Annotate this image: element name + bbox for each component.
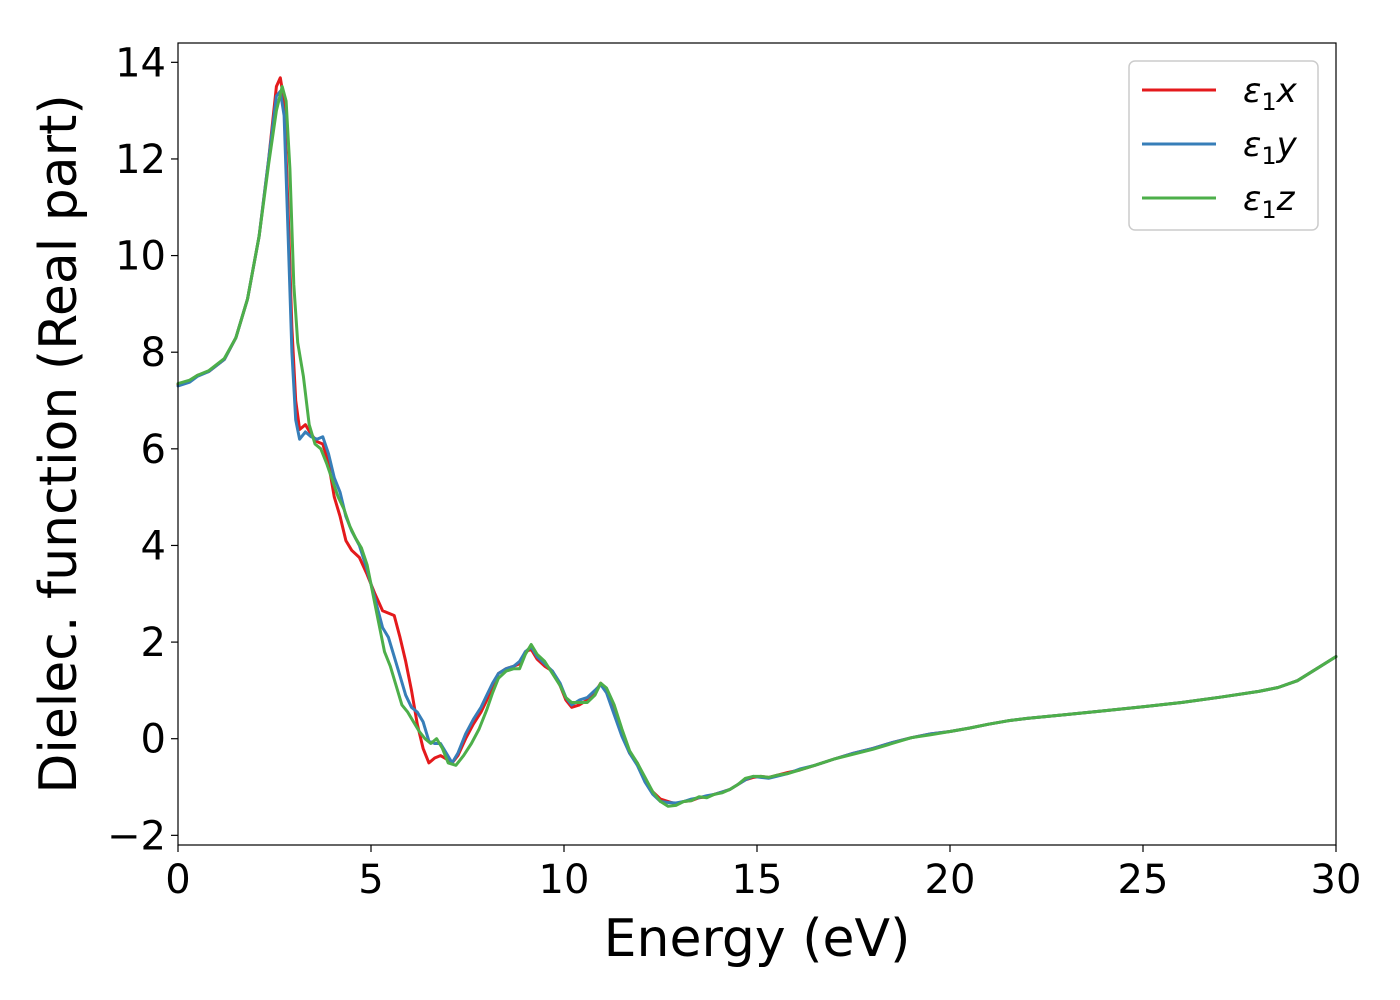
x-axis: 0 5 10 15 20 25 30	[165, 845, 1361, 903]
legend-label-subscript: 1	[1261, 88, 1276, 116]
y-axis-label: Dielec. function (Real part)	[29, 94, 89, 793]
legend-label-subscript: 1	[1261, 196, 1276, 224]
y-tick-label: 8	[141, 330, 166, 376]
series-layer	[176, 76, 1338, 808]
series-line-z	[176, 85, 1338, 808]
x-tick-label: 0	[165, 857, 190, 903]
legend-box	[1128, 60, 1319, 231]
x-tick-label: 25	[1118, 857, 1169, 903]
legend-label-axis: y	[1276, 125, 1298, 165]
y-tick-label: 12	[115, 137, 166, 183]
legend-label-main: ε	[1243, 71, 1261, 111]
y-tick-label: 2	[141, 620, 166, 666]
legend-label-main: ε	[1243, 179, 1261, 219]
legend-label-subscript: 1	[1261, 142, 1276, 170]
y-tick-label: −2	[107, 813, 166, 859]
x-tick-label: 30	[1311, 857, 1362, 903]
y-tick-label: 6	[141, 427, 166, 473]
y-tick-label: 14	[115, 40, 166, 86]
x-tick-label: 5	[358, 857, 383, 903]
legend-label-x: ε1x	[1243, 71, 1298, 116]
y-tick-label: 4	[141, 523, 166, 569]
x-tick-label: 15	[732, 857, 783, 903]
x-axis-label: Energy (eV)	[604, 909, 911, 969]
legend-label-main: ε	[1243, 125, 1261, 165]
x-tick-label: 20	[925, 857, 976, 903]
y-axis: −2 0 2 4 6 8 10 12 14	[107, 40, 178, 859]
legend-label-axis: z	[1276, 179, 1296, 219]
y-tick-label: 10	[115, 234, 166, 280]
legend-label-z: ε1z	[1243, 179, 1296, 224]
y-tick-label: 0	[141, 717, 166, 763]
legend-label-y: ε1y	[1243, 125, 1298, 170]
x-tick-label: 10	[539, 857, 590, 903]
legend-label-axis: x	[1276, 71, 1298, 111]
